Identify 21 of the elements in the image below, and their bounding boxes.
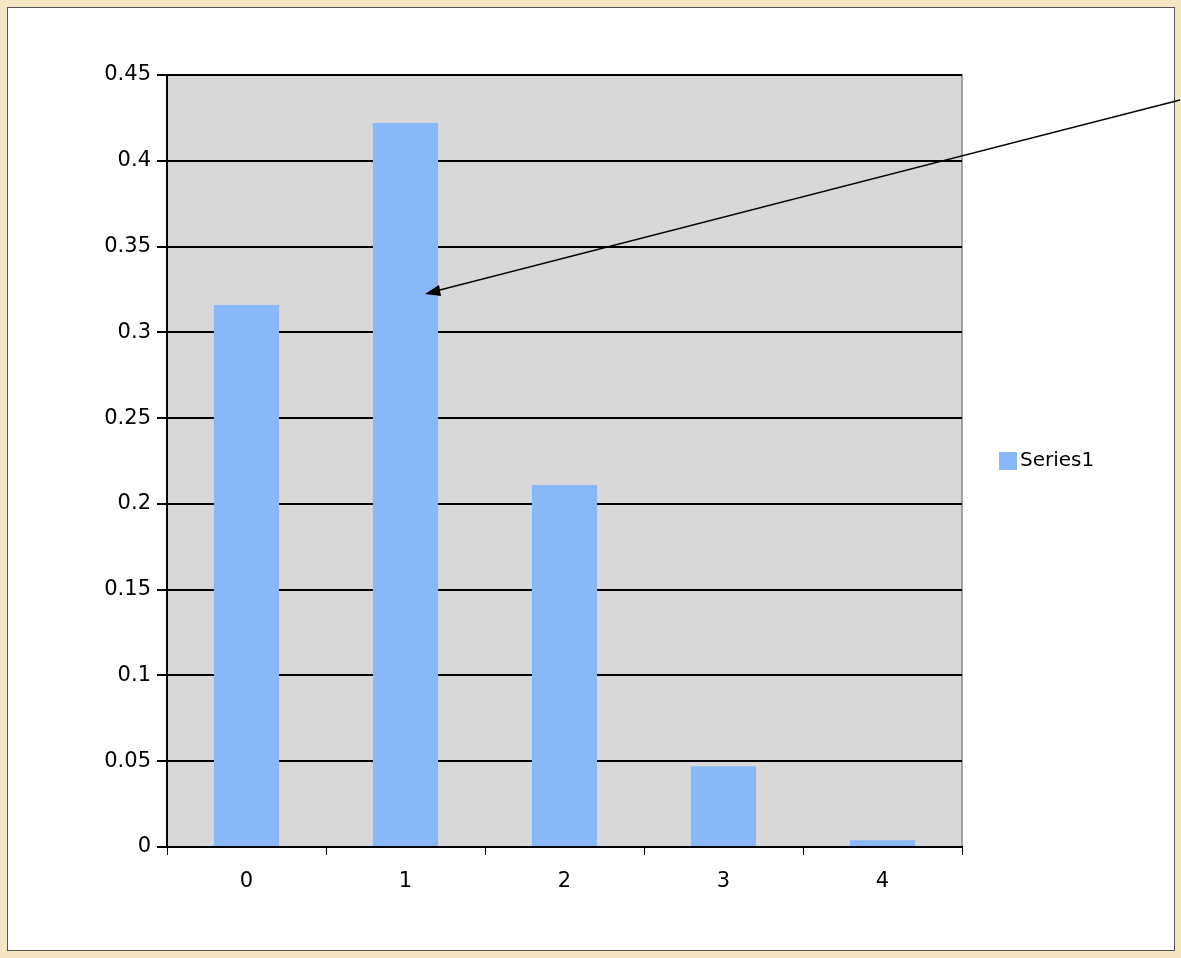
x-tick-label: 1	[398, 868, 413, 893]
x-tick-label: 3	[716, 868, 731, 893]
y-tick-label: 0.45	[104, 61, 151, 86]
legend-label: Series1	[1020, 447, 1095, 472]
x-tick-label: 4	[875, 868, 890, 893]
y-tick-label: 0.3	[117, 318, 151, 343]
bar	[690, 766, 757, 846]
y-tick-label: 0.25	[104, 404, 151, 429]
bar	[213, 304, 280, 846]
y-tick-label: 0.1	[117, 661, 151, 686]
bar	[531, 485, 598, 846]
x-tick-label: 2	[557, 868, 572, 893]
y-tick-label: 0.05	[104, 747, 151, 772]
bar	[372, 123, 439, 846]
y-tick-label: 0	[137, 833, 151, 858]
y-tick-label: 0.4	[117, 147, 151, 172]
y-tick-label: 0.35	[104, 233, 151, 258]
x-tick-label: 0	[239, 868, 254, 893]
y-tick-label: 0.15	[104, 576, 151, 601]
y-tick-label: 0.2	[117, 490, 151, 515]
bar	[849, 840, 916, 846]
